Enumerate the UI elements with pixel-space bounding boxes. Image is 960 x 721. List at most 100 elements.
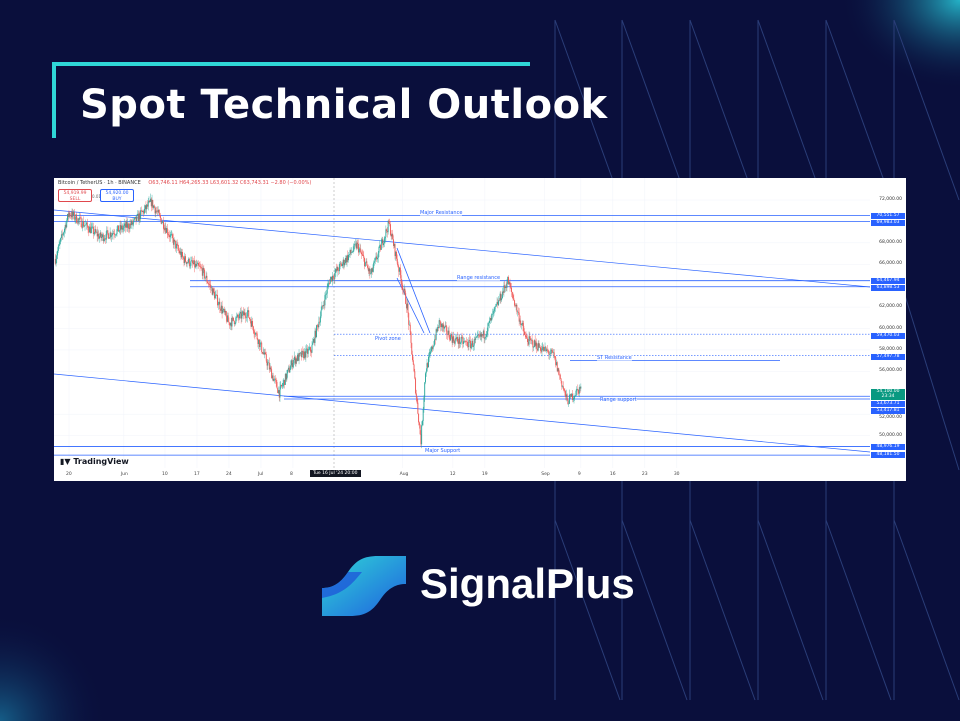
candle (178, 248, 180, 251)
candle (531, 339, 533, 341)
x-tick-label: 19 (481, 472, 488, 477)
candle (482, 330, 484, 336)
candle (546, 349, 548, 351)
candle (136, 215, 138, 221)
candle (384, 236, 386, 239)
candle (60, 234, 62, 239)
candle (297, 354, 298, 361)
candle (182, 252, 183, 257)
candle (324, 295, 326, 306)
candle (55, 259, 57, 264)
candle (103, 239, 105, 242)
candle (500, 293, 502, 301)
candle (302, 350, 304, 352)
candle (426, 363, 428, 372)
candle (295, 358, 297, 364)
candle (147, 202, 149, 207)
candle (345, 258, 346, 263)
candle (548, 351, 550, 355)
candle (373, 262, 375, 269)
candle (139, 213, 141, 220)
candle (511, 291, 513, 296)
candle (361, 254, 363, 255)
candle-countdown: 23:34 (881, 394, 895, 400)
candle (457, 341, 459, 344)
candle (335, 269, 337, 272)
candle (179, 250, 180, 254)
candle (506, 283, 508, 288)
x-tick-label: Jul (257, 472, 264, 477)
candle (262, 352, 263, 354)
candle (211, 287, 213, 295)
candle (360, 248, 362, 253)
candle (60, 238, 62, 242)
candle (200, 266, 202, 268)
candle (210, 284, 212, 288)
candle (473, 345, 474, 347)
candle (458, 337, 460, 344)
candle (545, 346, 547, 352)
candle (510, 286, 512, 288)
candle (521, 323, 523, 325)
candle (135, 216, 137, 221)
candle (374, 258, 376, 262)
candle (430, 351, 432, 353)
candle (301, 350, 303, 358)
candle (111, 235, 113, 237)
price-tag: 48,181.50 (871, 452, 905, 459)
candle (290, 365, 292, 370)
candle (533, 340, 535, 348)
candle (444, 326, 445, 329)
candle (68, 212, 70, 217)
candle (69, 212, 71, 216)
candle (288, 367, 290, 373)
candle (183, 258, 185, 264)
candle (75, 214, 77, 220)
candle (170, 234, 172, 235)
candle (217, 294, 218, 306)
candle (466, 341, 468, 347)
candle (339, 263, 341, 265)
candle (121, 225, 123, 230)
signalplus-logo-icon (322, 556, 406, 616)
candle (125, 221, 127, 228)
candle (514, 305, 516, 307)
tradingview-chart[interactable]: Bitcoin / TetherUS · 1h · BINANCE O63,74… (54, 178, 906, 481)
candle (76, 214, 78, 223)
candle (393, 243, 395, 246)
candle (194, 263, 196, 268)
pivot-trendline (396, 247, 431, 334)
sell-button[interactable]: 54,919.99 SELL (58, 189, 92, 202)
buy-button[interactable]: 54,920.00 BUY (100, 189, 134, 202)
candle (287, 369, 289, 374)
candle (427, 363, 429, 368)
candle (421, 425, 423, 445)
candle (150, 198, 151, 202)
candle (428, 356, 429, 368)
candle (386, 229, 388, 232)
y-tick-label: 66,000.00 (879, 261, 902, 267)
candle (423, 397, 425, 410)
candle (201, 268, 203, 276)
candle (501, 291, 503, 299)
candle (308, 349, 310, 350)
candle (335, 269, 337, 274)
candle (353, 244, 355, 251)
candle (163, 228, 165, 230)
candle (246, 317, 247, 319)
candle (437, 327, 439, 329)
candle (434, 339, 436, 345)
candle (446, 326, 448, 334)
candle (316, 325, 318, 338)
candle (165, 227, 167, 233)
candle (86, 222, 87, 225)
candle (181, 252, 183, 258)
candle (315, 330, 317, 338)
candle (185, 256, 186, 262)
candle (254, 334, 256, 335)
candle (145, 205, 147, 210)
candle (572, 398, 574, 400)
candle (186, 262, 188, 265)
candle (160, 218, 162, 224)
candle (238, 317, 240, 319)
